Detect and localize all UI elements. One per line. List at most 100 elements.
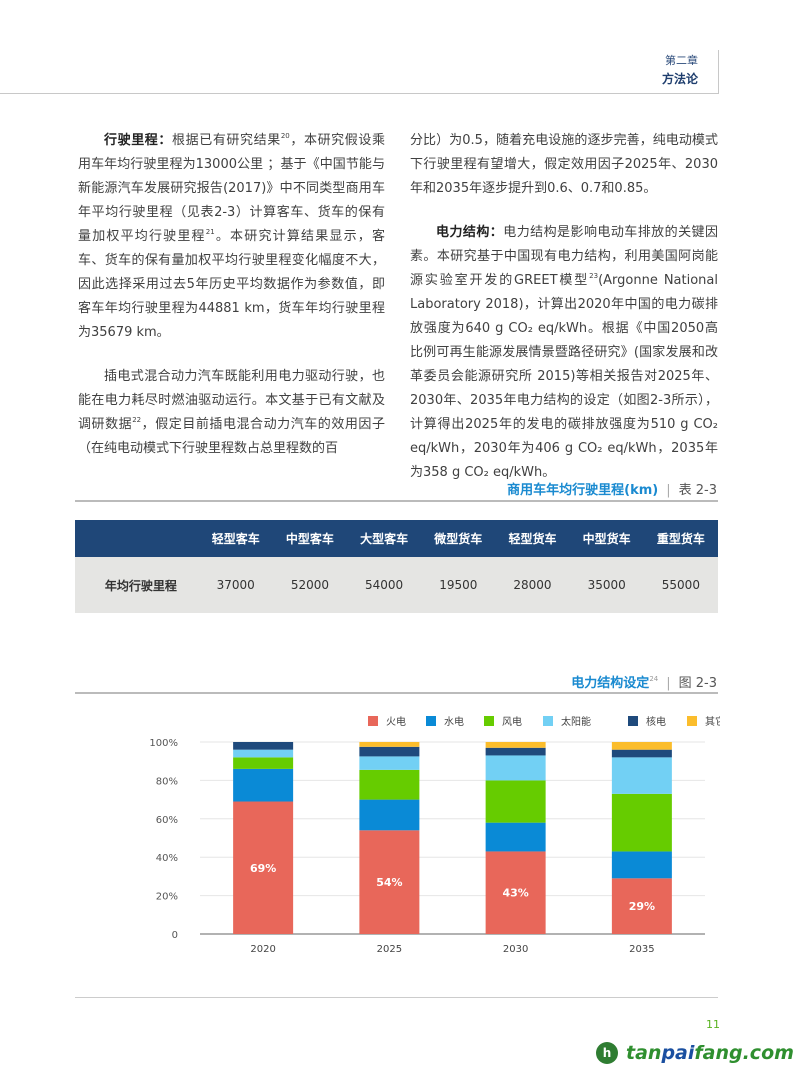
y-tick-label: 40% [156, 853, 178, 864]
column-header: 中型客车 [272, 520, 348, 557]
x-tick-label: 2030 [503, 944, 528, 955]
legend-label: 太阳能 [561, 715, 591, 728]
bar-segment [359, 746, 420, 757]
table-header-row: 轻型客车 中型客车 大型客车 微型货车 轻型货车 中型货车 重型货车 [75, 520, 718, 557]
bar-segment [233, 742, 294, 750]
footnote-ref: 21 [205, 228, 215, 236]
table-cell: 28000 [495, 557, 570, 613]
bar-segment [359, 742, 420, 747]
chapter-title: 方法论 [661, 72, 698, 86]
figure-label: 图 2-3 [678, 676, 717, 691]
left-column: 行驶里程：根据已有研究结果20，本研究假设乘用车年均行驶里程为13000公里 ；… [78, 129, 385, 475]
text: 电力结构是影响电动车排放的关键因素。本研究基于中国现有电力结构，利用美国阿岗能源… [410, 225, 718, 288]
legend-label: 火电 [386, 715, 406, 728]
figure-caption-rule [75, 692, 718, 694]
bar-segment [611, 878, 672, 934]
legend-item: 太阳能 [543, 715, 591, 728]
bar-segment [485, 822, 546, 852]
footnote-ref: 24 [649, 675, 659, 683]
logo-text: tanpaifang.com [626, 1042, 793, 1064]
footnote-ref: 20 [280, 132, 290, 140]
bar-segment [233, 801, 294, 934]
bar-segment [611, 851, 672, 879]
bar-segment [611, 757, 672, 794]
x-tick-label: 2035 [629, 944, 654, 955]
text: ，假定目前插电混合动力汽车的效用因子（在纯电动模式下行驶里程数占总里程数的百 [78, 417, 385, 456]
logo-icon: h [596, 1042, 618, 1064]
paragraph-heading: 行驶里程： [104, 133, 173, 148]
row-header: 年均行驶里程 [75, 557, 199, 613]
paragraph-mileage: 行驶里程：根据已有研究结果20，本研究假设乘用车年均行驶里程为13000公里 ；… [78, 129, 385, 345]
page-number: 11 [706, 1018, 720, 1031]
legend-swatch [368, 716, 378, 726]
header-divider [0, 93, 718, 94]
data-label: 69% [250, 862, 276, 875]
footnote-ref: 23 [589, 272, 599, 280]
paragraph-power-structure: 电力结构：电力结构是影响电动车排放的关键因素。本研究基于中国现有电力结构，利用美… [410, 221, 718, 485]
column-header: 重型货车 [643, 520, 718, 557]
bar-segment [359, 830, 420, 934]
legend-swatch [426, 716, 436, 726]
table-cell: 37000 [198, 557, 273, 613]
data-label: 29% [629, 900, 655, 913]
legend-label: 风电 [502, 715, 522, 728]
bar-segment [359, 769, 420, 800]
chapter-number: 第二章 [665, 54, 698, 67]
legend-item: 风电 [484, 715, 522, 728]
x-tick-label: 2020 [250, 944, 275, 955]
figure-title: 电力结构设定 [571, 676, 650, 691]
table-cell: 35000 [569, 557, 644, 613]
table-title: 商用车年均行驶里程(km) [507, 483, 659, 498]
bar-segment [233, 768, 294, 802]
table-cell: 54000 [347, 557, 422, 613]
paragraph-heading: 电力结构： [436, 225, 504, 240]
table-caption-rule [75, 500, 718, 502]
table-row: 年均行驶里程 37000 52000 54000 19500 28000 35000 5500… [75, 557, 718, 613]
footnote-ref: 22 [132, 416, 142, 424]
chapter-header: 第二章 方法论 [662, 52, 698, 88]
table-cell: 55000 [643, 557, 718, 613]
legend-swatch [687, 716, 697, 726]
bar-segment [485, 742, 546, 748]
x-tick-label: 2025 [377, 944, 402, 955]
y-tick-label: 100% [149, 738, 178, 749]
separator: | [666, 483, 671, 498]
text: 。本研究计算结果显示，客车、货车的保有量加权平均行驶里程变化幅度不大，因此选择采… [78, 229, 385, 340]
mileage-table: 轻型客车 中型客车 大型客车 微型货车 轻型货车 中型货车 重型货车 年均行驶里程 37000… [75, 520, 718, 613]
legend-item: 核电 [628, 715, 666, 728]
legend-label: 核电 [646, 715, 666, 728]
bar-segment [611, 742, 672, 750]
text: 插电式混合动力汽车既能利用电力驱动行驶，也能在电力耗尽时燃油驱动运行。本文基于已… [78, 369, 385, 432]
legend-item: 火电 [368, 715, 406, 728]
footer-divider [75, 997, 718, 998]
text: (Argonne National Laboratory 2018)，计算出20… [410, 273, 718, 480]
column-header: 中型货车 [569, 520, 644, 557]
bar-segment [485, 747, 546, 756]
paragraph-utility-factor: 分比）为0.5，随着充电设施的逐步完善，纯电动模式下行驶里程有望增大，假定效用因… [410, 133, 718, 196]
bar-segment [485, 755, 546, 781]
table-cell: 19500 [421, 557, 496, 613]
data-label: 54% [376, 876, 402, 889]
bar-segment [611, 749, 672, 758]
legend-item: 其它 [687, 715, 720, 728]
legend-swatch [628, 716, 638, 726]
y-tick-label: 20% [156, 892, 178, 903]
bar-segment [359, 799, 420, 831]
bar-segment [233, 749, 294, 758]
bar-segment [611, 793, 672, 852]
table-caption: 商用车年均行驶里程(km) | 表 2-3 [507, 479, 717, 498]
table-corner [75, 520, 199, 557]
right-column: 分比）为0.5，随着充电设施的逐步完善，纯电动模式下行驶里程有望增大，假定效用因… [410, 129, 718, 499]
bar-segment [359, 756, 420, 770]
bar-segment [485, 780, 546, 823]
separator: | [666, 676, 671, 691]
power-structure-chart: 0 20% 40% 60% 80% 100% 69% 2020 54% 2025 43% 2030 29… [149, 715, 720, 955]
legend-label: 其它 [705, 715, 720, 728]
table-label: 表 2-3 [678, 483, 717, 498]
text: ，本研究假设乘用车年均行驶里程为13000公里 ；基于《中国节能与新能源汽车发展… [78, 133, 385, 244]
legend-swatch [543, 716, 553, 726]
bar-segment [233, 757, 294, 769]
column-header: 微型货车 [421, 520, 496, 557]
paragraph-phev: 插电式混合动力汽车既能利用电力驱动行驶，也能在电力耗尽时燃油驱动运行。本文基于已… [78, 365, 385, 461]
column-header: 大型客车 [347, 520, 422, 557]
